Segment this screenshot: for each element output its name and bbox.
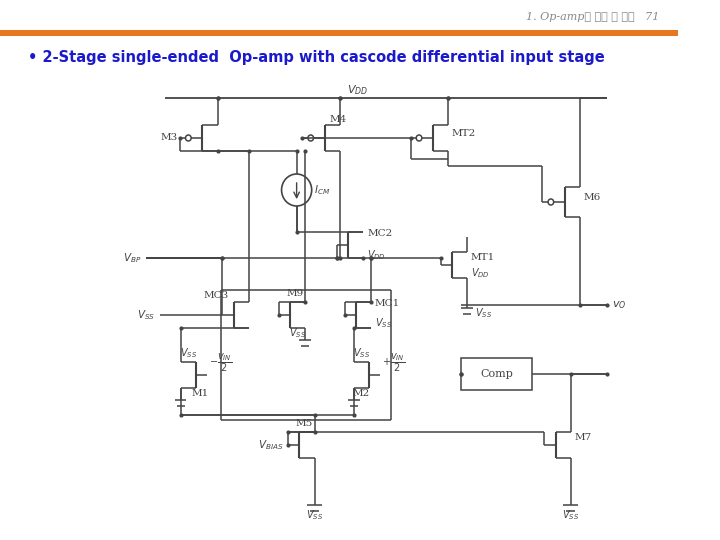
Text: $-\dfrac{v_{IN}}{2}$: $-\dfrac{v_{IN}}{2}$ xyxy=(209,352,233,374)
Text: MC3: MC3 xyxy=(204,291,229,300)
Bar xyxy=(0,30,678,36)
Text: M5: M5 xyxy=(295,418,312,428)
Text: $V_{SS}$: $V_{SS}$ xyxy=(353,346,370,360)
Text: MT1: MT1 xyxy=(471,253,495,261)
Text: M6: M6 xyxy=(584,192,601,201)
Text: $V_{SS}$: $V_{SS}$ xyxy=(562,508,579,522)
Text: M7: M7 xyxy=(575,433,592,442)
Text: M3: M3 xyxy=(161,133,178,143)
Text: M9: M9 xyxy=(286,288,303,298)
Text: • 2-Stage single-ended  Op-amp with cascode differential input stage: • 2-Stage single-ended Op-amp with casco… xyxy=(28,50,605,65)
Text: M4: M4 xyxy=(330,116,347,125)
Text: $V_{BIAS}$: $V_{BIAS}$ xyxy=(258,438,284,452)
Text: M2: M2 xyxy=(353,388,370,397)
Text: M1: M1 xyxy=(192,388,210,397)
Text: 1. Op-amp의 구조 및 특성   71: 1. Op-amp의 구조 및 특성 71 xyxy=(526,12,660,22)
Text: $V_{BP}$: $V_{BP}$ xyxy=(123,251,141,265)
Text: $V_{DD}$: $V_{DD}$ xyxy=(471,266,490,280)
Text: $V_{DD}$: $V_{DD}$ xyxy=(367,248,386,262)
Text: $v_O$: $v_O$ xyxy=(612,299,626,311)
Text: $V_{SS}$: $V_{SS}$ xyxy=(474,306,492,320)
Text: $V_{SS}$: $V_{SS}$ xyxy=(289,326,306,340)
Text: $V_{SS}$: $V_{SS}$ xyxy=(180,346,197,360)
Text: MC1: MC1 xyxy=(375,299,400,307)
Text: $I_{CM}$: $I_{CM}$ xyxy=(314,183,330,197)
Bar xyxy=(462,358,532,390)
Text: Comp: Comp xyxy=(480,369,513,379)
Text: $V_{SS}$: $V_{SS}$ xyxy=(138,308,156,322)
Text: MC2: MC2 xyxy=(367,228,392,238)
Text: MT2: MT2 xyxy=(452,129,476,138)
Text: $V_{SS}$: $V_{SS}$ xyxy=(306,508,323,522)
Text: $+\dfrac{v_{IN}}{2}$: $+\dfrac{v_{IN}}{2}$ xyxy=(382,352,405,374)
Text: $V_{DD}$: $V_{DD}$ xyxy=(347,83,369,97)
Text: $V_{SS}$: $V_{SS}$ xyxy=(375,316,392,330)
